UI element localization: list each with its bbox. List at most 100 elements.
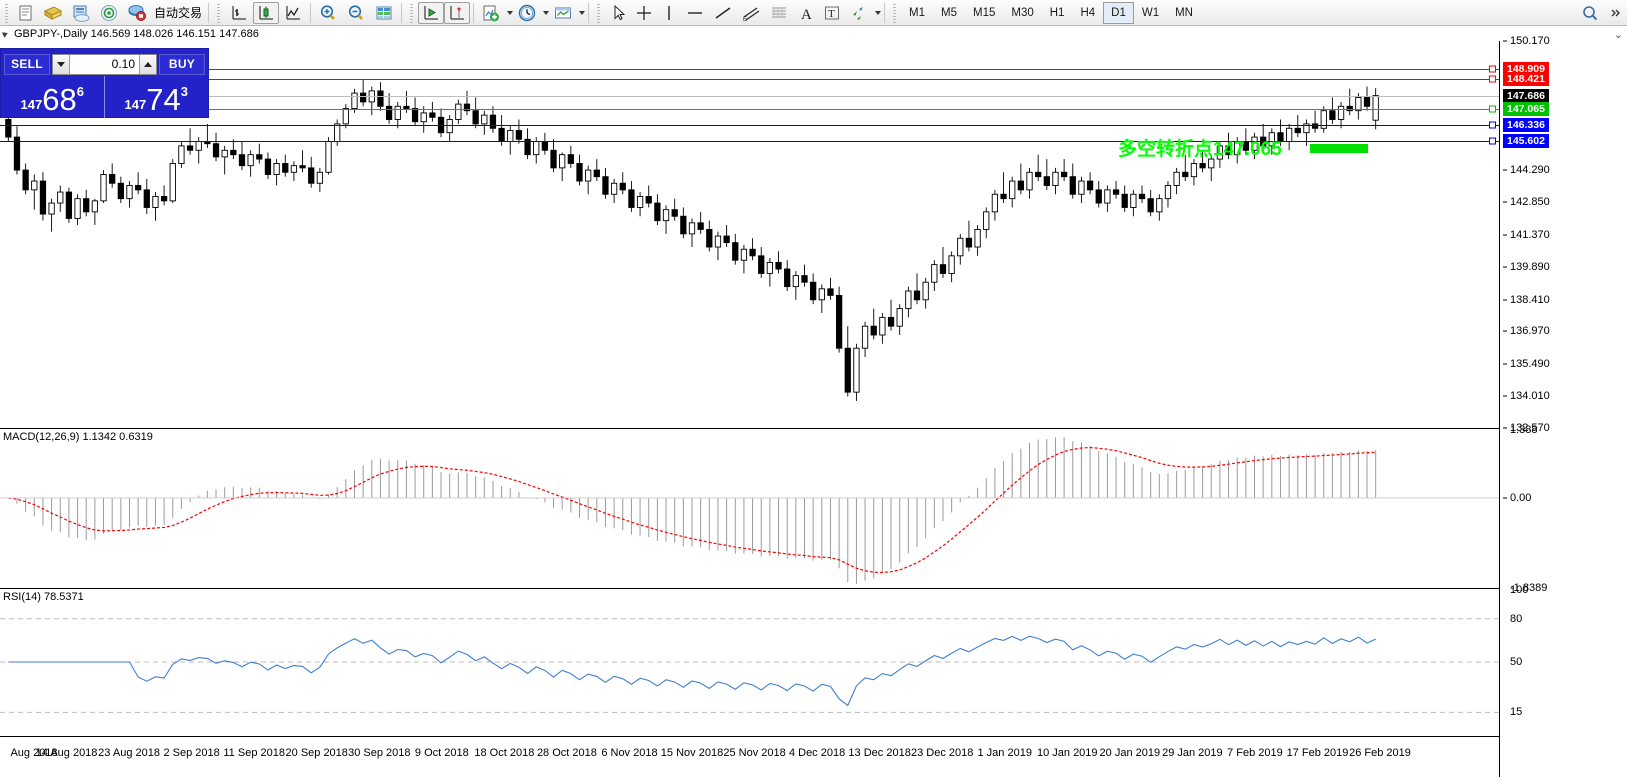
equidistant-channel-icon[interactable]: E: [737, 2, 765, 24]
period-clock-icon[interactable]: [513, 2, 541, 24]
data-window-icon[interactable]: [67, 2, 95, 24]
toolbar-grip[interactable]: [3, 2, 10, 23]
rsi-pane[interactable]: [0, 590, 1499, 734]
chart-arrow-icon: [1, 30, 10, 38]
buy-price-display[interactable]: 147 74 3: [105, 76, 209, 118]
bar-chart-icon[interactable]: [225, 2, 253, 24]
text-icon[interactable]: A: [793, 2, 819, 24]
current-price-line: [0, 95, 1499, 97]
new-order-icon[interactable]: [13, 2, 39, 24]
indicators-dropdown-caret[interactable]: [507, 10, 514, 15]
rsi-tick-label: 50: [1510, 656, 1523, 668]
toolbar-overflow-icon[interactable]: [1603, 2, 1627, 24]
price-level-handle[interactable]: [1489, 137, 1496, 145]
price-tick-label: 138.410: [1503, 294, 1550, 306]
sell-button[interactable]: SELL: [4, 53, 50, 75]
buy-button[interactable]: BUY: [159, 53, 205, 75]
time-axis: Aug 2018 14 Aug 2018 23 Aug 2018 2 Sep 2018…: [0, 736, 1499, 777]
toolbar-grip-2[interactable]: [215, 2, 223, 23]
timeframe-m5[interactable]: M5: [941, 6, 957, 19]
main-toolbar: 自动交易: [0, 0, 1627, 26]
zoom-out-icon[interactable]: [342, 2, 370, 24]
toolbar-separator-6: [884, 2, 886, 23]
price-level-handle[interactable]: [1489, 65, 1496, 73]
toolbar-separator-4: [473, 2, 475, 23]
macd-pane[interactable]: [0, 430, 1499, 588]
volume-input[interactable]: 0.10: [70, 54, 139, 74]
rsi-label: RSI(14) 78.5371: [3, 591, 84, 603]
price-level-handle[interactable]: [1489, 75, 1496, 83]
sell-price-fraction: 6: [76, 84, 84, 99]
chart-collapse-icon[interactable]: ⌄: [1613, 29, 1623, 41]
period-dropdown-caret[interactable]: [543, 10, 550, 15]
price-level-badge[interactable]: 148.421: [1503, 72, 1549, 87]
price-level-handle[interactable]: [1489, 105, 1496, 113]
autotrading-label[interactable]: 自动交易: [154, 6, 203, 20]
search-icon[interactable]: [1577, 2, 1603, 24]
timeframe-h4[interactable]: H4: [1080, 6, 1096, 19]
price-level-line[interactable]: [0, 68, 1499, 70]
volume-decrease-button[interactable]: [53, 54, 70, 74]
candlestick-chart-icon[interactable]: [253, 1, 280, 24]
svg-text:T: T: [828, 8, 835, 20]
autotrading-icon[interactable]: [123, 2, 151, 24]
price-level-line[interactable]: [0, 109, 1499, 111]
price-pane[interactable]: [0, 41, 1499, 428]
chart-shift-icon[interactable]: [444, 1, 471, 24]
data-grid-icon[interactable]: [370, 2, 398, 24]
toolbar-separator-3: [401, 2, 403, 23]
toolbar-grip-3[interactable]: [408, 2, 416, 23]
auto-scroll-icon[interactable]: [418, 1, 445, 24]
timeframe-w1[interactable]: W1: [1141, 6, 1160, 19]
navigator-icon[interactable]: [95, 2, 123, 24]
sell-price-main: 68: [42, 82, 77, 117]
crosshair-icon[interactable]: [631, 2, 657, 24]
fibonacci-icon[interactable]: [765, 2, 793, 24]
timeframe-mn[interactable]: MN: [1175, 6, 1193, 19]
toolbar-grip-4[interactable]: [595, 2, 603, 23]
timeframe-m30[interactable]: M30: [1011, 6, 1034, 19]
timeframe-h1[interactable]: H1: [1049, 6, 1065, 19]
price-level-badge[interactable]: 146.336: [1503, 118, 1549, 133]
page-title: GBPJPY-,Daily 146.569 148.026 146.151 14…: [14, 28, 259, 40]
price-level-line[interactable]: [0, 141, 1499, 143]
horizontal-line-icon[interactable]: [681, 2, 709, 24]
volume-increase-button[interactable]: [139, 54, 156, 74]
price-tick-label: 136.970: [1503, 325, 1550, 337]
price-level-line[interactable]: [0, 125, 1499, 127]
market-watch-icon[interactable]: [39, 2, 67, 24]
templates-dropdown-caret[interactable]: [579, 10, 586, 15]
timeframe-m1[interactable]: M1: [909, 6, 925, 19]
indicators-icon[interactable]: [477, 2, 505, 24]
sell-price-display[interactable]: 147 68 6: [1, 76, 105, 118]
zoom-in-icon[interactable]: [314, 2, 342, 24]
volume-stepper[interactable]: 0.10: [52, 53, 157, 75]
chart-title-bar: GBPJPY-,Daily 146.569 148.026 146.151 14…: [0, 27, 1627, 41]
arrows-dropdown-caret[interactable]: [875, 10, 882, 15]
rsi-plot[interactable]: [0, 590, 1499, 734]
price-level-badge[interactable]: 147.065: [1503, 102, 1549, 117]
text-label-icon[interactable]: T: [819, 2, 845, 24]
trendline-icon[interactable]: [709, 2, 737, 24]
timeframe-m15[interactable]: M15: [972, 6, 996, 19]
cursor-icon[interactable]: [605, 2, 631, 24]
date-tick-label: 1 Jan 2019: [977, 747, 1032, 759]
price-plot[interactable]: [0, 41, 1499, 428]
macd-label: MACD(12,26,9) 1.1342 0.6319: [3, 431, 153, 443]
price-level-badge[interactable]: 147.686: [1503, 88, 1549, 103]
timeframe-d1[interactable]: D1: [1103, 1, 1134, 24]
price-level-line[interactable]: [0, 79, 1499, 81]
toolbar-grip-5[interactable]: [891, 2, 899, 23]
templates-icon[interactable]: [549, 2, 577, 24]
line-chart-icon[interactable]: [279, 2, 307, 24]
price-level-badge[interactable]: 145.602: [1503, 134, 1549, 149]
price-level-handle[interactable]: [1489, 121, 1496, 129]
price-axis[interactable]: 150.170 144.290 142.850 141.370 139.890 138.4…: [1499, 35, 1627, 777]
macd-plot[interactable]: [0, 430, 1499, 588]
date-tick-label: Aug 2018: [10, 747, 58, 759]
arrows-icon[interactable]: [845, 2, 873, 24]
price-level-badge[interactable]: 148.909: [1503, 61, 1549, 76]
one-click-trading-panel[interactable]: SELL 0.10 BUY 147 68 6 147 74 3: [0, 48, 209, 118]
vertical-line-icon[interactable]: [657, 2, 681, 24]
toolbar-separator-2: [310, 2, 312, 23]
